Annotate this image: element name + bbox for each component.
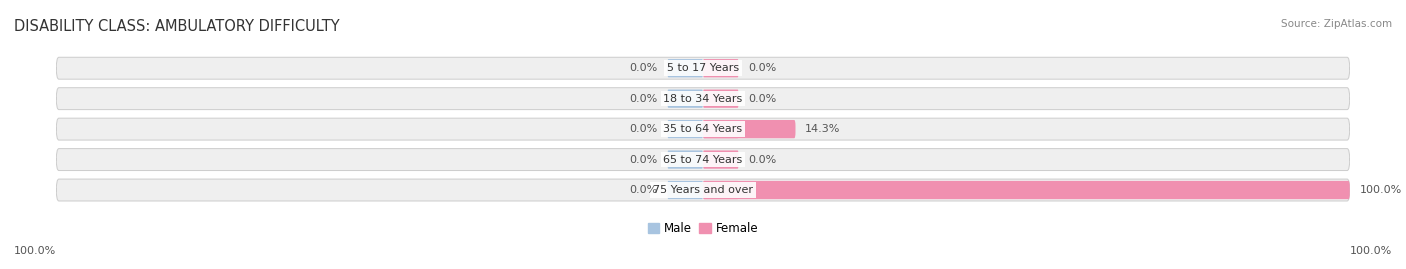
FancyBboxPatch shape <box>668 120 703 138</box>
FancyBboxPatch shape <box>703 120 796 138</box>
FancyBboxPatch shape <box>668 90 703 108</box>
FancyBboxPatch shape <box>703 120 738 138</box>
FancyBboxPatch shape <box>703 181 738 199</box>
Text: 18 to 34 Years: 18 to 34 Years <box>664 94 742 104</box>
Text: 0.0%: 0.0% <box>630 63 658 73</box>
Text: 100.0%: 100.0% <box>1360 185 1402 195</box>
Text: 0.0%: 0.0% <box>748 155 776 165</box>
FancyBboxPatch shape <box>668 150 703 169</box>
FancyBboxPatch shape <box>703 90 738 108</box>
FancyBboxPatch shape <box>56 148 1350 171</box>
FancyBboxPatch shape <box>703 181 1350 199</box>
FancyBboxPatch shape <box>668 181 703 199</box>
Text: 75 Years and over: 75 Years and over <box>652 185 754 195</box>
Text: 0.0%: 0.0% <box>748 63 776 73</box>
FancyBboxPatch shape <box>56 118 1350 140</box>
Text: 0.0%: 0.0% <box>630 124 658 134</box>
Text: 0.0%: 0.0% <box>630 185 658 195</box>
Legend: Male, Female: Male, Female <box>643 217 763 239</box>
Text: 0.0%: 0.0% <box>748 94 776 104</box>
Text: DISABILITY CLASS: AMBULATORY DIFFICULTY: DISABILITY CLASS: AMBULATORY DIFFICULTY <box>14 19 340 34</box>
FancyBboxPatch shape <box>703 59 738 77</box>
FancyBboxPatch shape <box>56 179 1350 201</box>
FancyBboxPatch shape <box>56 88 1350 110</box>
Text: 100.0%: 100.0% <box>1350 246 1392 256</box>
Text: 5 to 17 Years: 5 to 17 Years <box>666 63 740 73</box>
Text: 100.0%: 100.0% <box>14 246 56 256</box>
Text: 0.0%: 0.0% <box>630 155 658 165</box>
Text: Source: ZipAtlas.com: Source: ZipAtlas.com <box>1281 19 1392 29</box>
Text: 65 to 74 Years: 65 to 74 Years <box>664 155 742 165</box>
FancyBboxPatch shape <box>668 59 703 77</box>
Text: 35 to 64 Years: 35 to 64 Years <box>664 124 742 134</box>
FancyBboxPatch shape <box>703 150 738 169</box>
Text: 0.0%: 0.0% <box>630 94 658 104</box>
Text: 14.3%: 14.3% <box>806 124 841 134</box>
FancyBboxPatch shape <box>56 57 1350 79</box>
